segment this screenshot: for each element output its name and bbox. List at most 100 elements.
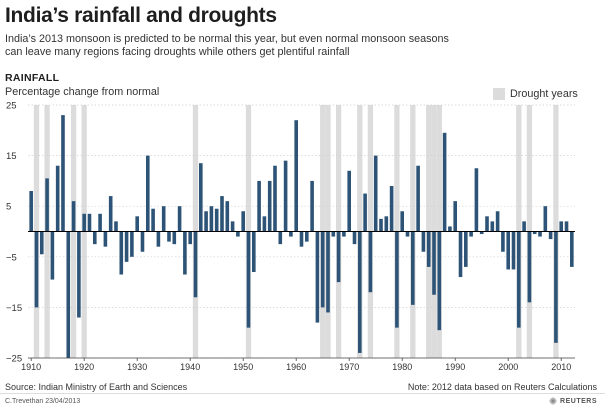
bar-1924: [103, 231, 108, 247]
bar-1977: [384, 216, 389, 232]
bar-2008: [548, 231, 553, 240]
bar-1933: [151, 208, 155, 232]
bar-2005: [532, 231, 537, 235]
bar-2002: [517, 231, 521, 328]
bar-1939: [183, 231, 187, 275]
bar-1971: [352, 231, 357, 245]
bar-1999: [501, 231, 505, 252]
bar-1979: [395, 231, 399, 328]
bar-1985: [426, 231, 431, 267]
legend-label-drought: Drought years: [510, 88, 578, 100]
section-label: RAINFALL: [5, 72, 60, 84]
bar-2010: [559, 221, 564, 232]
bar-1957: [278, 231, 283, 245]
bar-1942: [198, 163, 203, 232]
x-tick-label-1970: 1970: [339, 362, 359, 372]
bar-1950: [241, 211, 245, 232]
y-tick-label-4: 15: [6, 151, 17, 162]
note-text: Note: 2012 data based on Reuters Calcula…: [407, 382, 597, 392]
bar-1930: [135, 216, 139, 232]
bar-1987: [437, 231, 442, 331]
y-tick-label-3: 5: [6, 202, 11, 213]
bar-1988: [442, 132, 447, 232]
bar-1992: [464, 231, 468, 267]
bar-1926: [114, 221, 118, 232]
y-tick-label-5: 25: [6, 101, 17, 112]
bar-1997: [490, 221, 495, 232]
bar-1935: [161, 206, 166, 232]
bar-1964: [315, 231, 320, 323]
x-tick-label-1980: 1980: [392, 362, 412, 372]
bar-1983: [416, 165, 420, 232]
x-tick-label-2000: 2000: [498, 362, 518, 372]
x-tick-label-1960: 1960: [286, 362, 306, 372]
bar-1952: [251, 231, 256, 272]
bar-1925: [108, 196, 113, 232]
bar-1913: [45, 178, 49, 232]
x-tick-label-1950: 1950: [233, 362, 253, 372]
bar-1953: [257, 180, 261, 232]
reuters-logo: REUTERS: [549, 397, 597, 405]
y-tick-label-0: −25: [6, 354, 22, 365]
bar-1919: [77, 231, 81, 318]
bar-1943: [204, 211, 208, 232]
bar-1962: [304, 231, 309, 242]
bar-1946: [220, 196, 224, 232]
y-tick-label-1: −15: [6, 303, 22, 314]
bar-1990: [453, 201, 458, 232]
bar-2006: [538, 231, 542, 237]
bar-1929: [130, 231, 134, 257]
bar-1947: [225, 201, 230, 232]
y-tick-label-2: −5: [6, 252, 17, 263]
bar-2001: [511, 231, 516, 270]
bar-1998: [495, 211, 500, 232]
bar-2007: [543, 206, 548, 232]
bar-1972: [358, 231, 362, 353]
bar-1991: [458, 231, 463, 278]
source-text: Source: Indian Ministry of Earth and Sci…: [5, 382, 188, 392]
bar-1954: [262, 216, 267, 232]
bar-1969: [342, 231, 346, 237]
bar-1963: [310, 180, 314, 232]
bar-1966: [326, 231, 330, 313]
bar-1993: [469, 231, 473, 237]
chart-title: India’s rainfall and droughts: [5, 4, 277, 27]
bar-1918: [71, 201, 76, 232]
bar-1968: [336, 231, 341, 283]
bar-1936: [167, 231, 171, 242]
bar-1970: [347, 170, 352, 232]
bar-1937: [172, 231, 177, 245]
bar-2004: [527, 231, 532, 303]
bar-2009: [554, 231, 558, 343]
x-tick-label-1910: 1910: [21, 362, 41, 372]
bar-1949: [236, 231, 240, 237]
bar-1982: [411, 231, 415, 305]
bar-1931: [140, 231, 145, 252]
bar-1961: [299, 231, 304, 247]
bar-1996: [485, 216, 489, 232]
bar-1914: [50, 231, 55, 280]
bar-1959: [289, 231, 293, 237]
bar-1940: [188, 231, 192, 245]
x-tick-label-1930: 1930: [127, 362, 147, 372]
bar-1921: [87, 213, 92, 232]
footer-divider: [0, 393, 605, 394]
bar-2012: [570, 231, 574, 267]
bar-1984: [421, 231, 426, 252]
bar-1978: [389, 185, 394, 232]
bar-1928: [124, 231, 129, 262]
legend-swatch-drought: [493, 88, 505, 100]
bar-1967: [331, 231, 336, 237]
bar-1955: [267, 180, 272, 232]
bar-1975: [373, 155, 378, 232]
bar-1948: [230, 221, 235, 232]
bar-1986: [432, 231, 436, 295]
bar-1910: [29, 191, 33, 232]
bar-1923: [98, 213, 102, 232]
rainfall-bar-chart: −25 −15 −5 5 15 25 1910 1920 1930 1940 1950 1960 197…: [6, 101, 575, 372]
bar-1915: [55, 165, 60, 232]
bar-1941: [193, 231, 198, 298]
bar-1994: [474, 168, 479, 232]
bar-1960: [294, 120, 299, 232]
bar-2011: [564, 221, 569, 232]
